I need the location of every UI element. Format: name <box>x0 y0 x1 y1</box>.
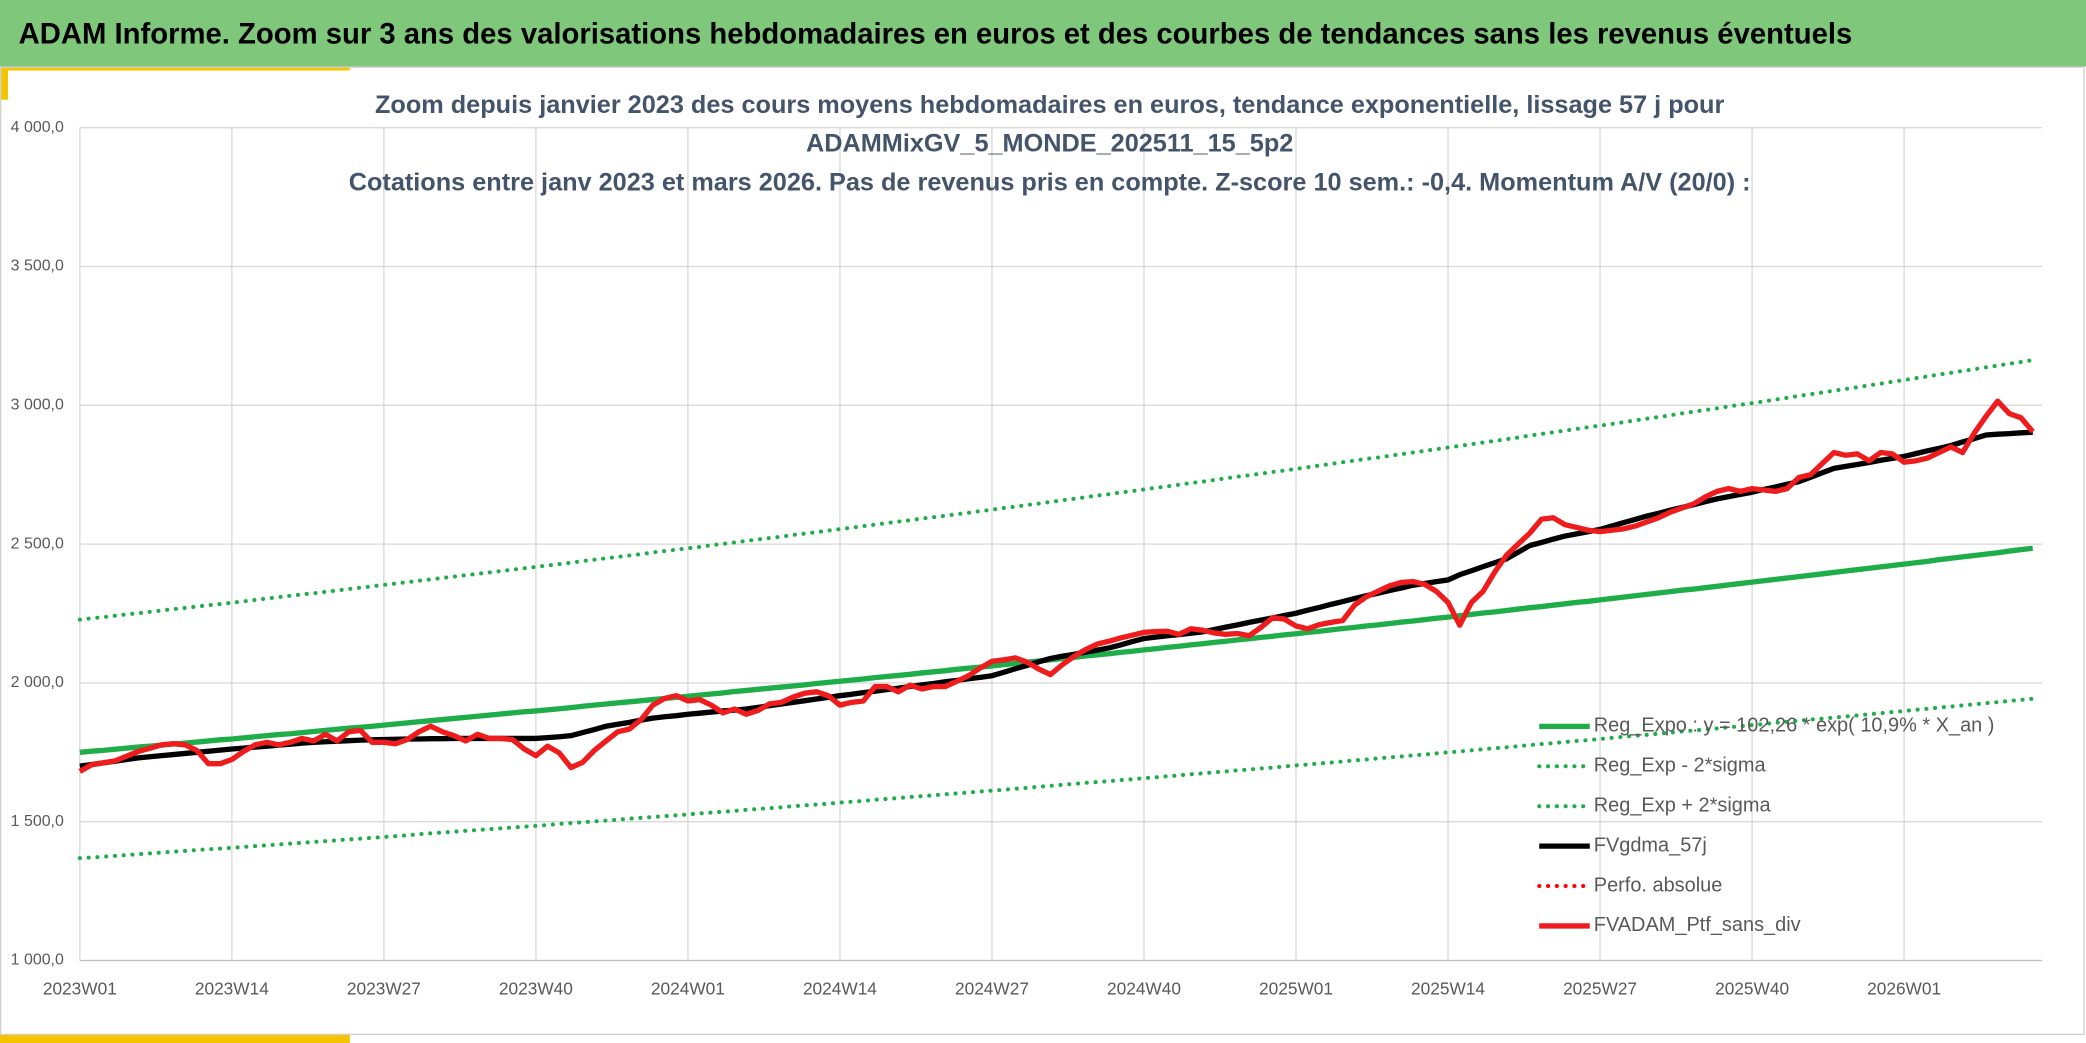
grid: 1 000,0 1 500,0 2 000,0 2 500,0 3 000,0 3 500… <box>11 119 2043 998</box>
x-tick-label: 2023W27 <box>347 978 421 998</box>
header-band <box>0 0 2086 67</box>
y-tick-label: 2 500,0 <box>11 535 64 552</box>
accent <box>0 66 350 71</box>
x-tick-label: 2025W14 <box>1411 978 1485 998</box>
legend-label: Reg_Exp + 2*sigma <box>1594 794 1772 816</box>
x-tick-label: 2025W27 <box>1563 978 1637 998</box>
x-tick-label: 2026W01 <box>1867 978 1941 998</box>
legend-label: FVADAM_Ptf_sans_div <box>1594 914 1801 936</box>
x-tick-label: 2023W40 <box>499 978 573 998</box>
y-tick-label: 1 500,0 <box>11 813 64 830</box>
legend-label: Perfo. absolue <box>1594 874 1723 896</box>
series-line <box>77 358 2035 622</box>
x-tick-label: 2023W01 <box>43 978 117 998</box>
legend-label: Reg_Exp - 2*sigma <box>1594 755 1767 777</box>
chart-title: ADAMMixGV_5_MONDE_202511_15_5p2 <box>806 130 1293 158</box>
y-tick-label: 3 000,0 <box>11 397 64 414</box>
y-tick-label: 3 500,0 <box>11 258 64 275</box>
y-tick-label: 1 000,0 <box>11 952 64 969</box>
chart-title: Zoom depuis janvier 2023 des cours moyen… <box>375 91 1725 119</box>
x-tick-label: 2023W14 <box>195 978 269 998</box>
series-line <box>78 398 2035 774</box>
series-line <box>77 696 2035 861</box>
x-tick-label: 2024W27 <box>955 978 1029 998</box>
legend: Reg_Expo : y = 102,26 * exp( 10,9% * X_a… <box>1537 715 1995 936</box>
x-tick-label: 2024W01 <box>651 978 725 998</box>
frame <box>0 66 2085 1036</box>
legend-label: Reg_Expo : y = 102,26 * exp( 10,9% * X_a… <box>1594 715 1995 737</box>
x-tick-label: 2025W40 <box>1715 978 1789 998</box>
plot <box>77 358 2035 861</box>
page-title: ADAM Informe. Zoom sur 3 ans des valoris… <box>19 19 1853 51</box>
x-tick-label: 2025W01 <box>1259 978 1333 998</box>
accent <box>0 66 8 100</box>
x-tick-label: 2024W40 <box>1107 978 1181 998</box>
x-tick-label: 2024W14 <box>803 978 877 998</box>
y-tick-label: 2 000,0 <box>11 674 64 691</box>
y-tick-label: 4 000,0 <box>11 119 64 136</box>
legend-label: FVgdma_57j <box>1594 834 1707 856</box>
chart-title: Cotations entre janv 2023 et mars 2026. … <box>349 168 1751 196</box>
accent <box>0 1035 350 1043</box>
